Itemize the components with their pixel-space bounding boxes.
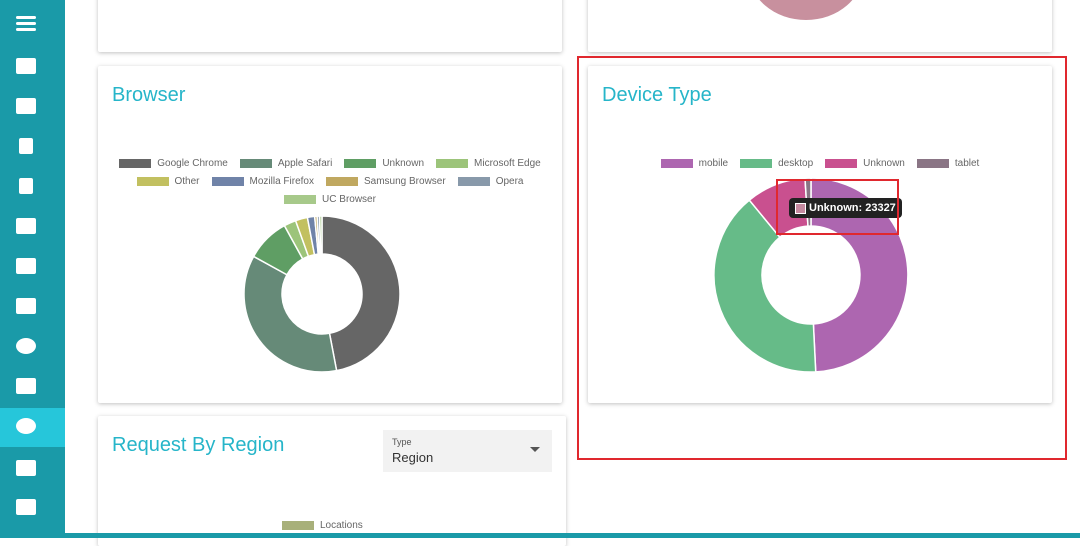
legend-item: Microsoft Edge: [436, 158, 541, 169]
drive-icon[interactable]: [16, 298, 36, 314]
legend-item: Other: [136, 176, 200, 187]
legend-swatch: [436, 159, 469, 168]
legend-item: Locations: [282, 520, 363, 531]
legend-label: UC Browser: [322, 194, 376, 205]
home-icon[interactable]: [16, 58, 36, 74]
flag-icon[interactable]: [16, 218, 36, 234]
legend: Google Chrome Apple Safari Unknown Microsof…: [108, 158, 552, 205]
legend-swatch: [825, 159, 858, 168]
legend-label: Unknown: [382, 158, 425, 169]
legend-item: Apple Safari: [239, 158, 333, 169]
legend-swatch: [740, 159, 773, 168]
legend-swatch: [660, 159, 693, 168]
donut-slice: [243, 255, 338, 373]
legend-swatch: [211, 177, 244, 186]
mail-icon[interactable]: [16, 460, 36, 476]
upload-icon[interactable]: [16, 499, 36, 515]
legend-label: Opera: [495, 176, 524, 187]
bottom-bar: [65, 533, 1080, 538]
legend-swatch: [457, 177, 490, 186]
legend-item: Unknown: [825, 158, 905, 169]
highlight-box: [776, 179, 899, 235]
legend-item: Google Chrome: [119, 158, 228, 169]
legend-swatch: [916, 159, 949, 168]
legend-swatch: [136, 177, 169, 186]
card-top-left: [98, 0, 562, 52]
legend-label: Locations: [320, 520, 363, 531]
legend-swatch: [284, 195, 317, 204]
browser-card: Browser Google Chrome Apple Safari Unknown…: [98, 66, 562, 403]
menu-icon[interactable]: [16, 16, 36, 19]
legend-label: tablet: [954, 158, 980, 169]
select-label: Type: [392, 437, 412, 447]
select-value: Region: [392, 450, 434, 465]
legend-item: Opera: [457, 176, 524, 187]
donut-slice: [318, 215, 323, 255]
donut-slice: [713, 199, 817, 373]
legend: mobile desktop Unknown tablet: [598, 158, 1042, 169]
legend-swatch: [282, 521, 314, 530]
gavel-icon[interactable]: [16, 258, 36, 274]
doc-icon[interactable]: [19, 178, 33, 194]
palette-icon[interactable]: [16, 418, 36, 434]
chart-icon[interactable]: [16, 98, 36, 114]
legend-item: Unknown: [344, 158, 424, 169]
tooltip-swatch: [795, 203, 806, 214]
legend-label: Apple Safari: [277, 158, 333, 169]
type-select[interactable]: Type Region: [383, 430, 552, 472]
legend-item: Mozilla Firefox: [211, 176, 314, 187]
donut-slice: [321, 215, 401, 372]
legend-label: Microsoft Edge: [474, 158, 541, 169]
legend-item: UC Browser: [284, 194, 376, 205]
legend-item: mobile: [660, 158, 729, 169]
donut-chart: [243, 215, 401, 373]
card-top-right: [588, 0, 1052, 52]
help-icon[interactable]: [16, 338, 36, 354]
sidebar: [0, 0, 65, 538]
building-icon[interactable]: [19, 138, 33, 154]
legend-label: desktop: [778, 158, 814, 169]
legend-item: Samsung Browser: [325, 176, 446, 187]
card-title: Browser: [112, 84, 186, 106]
legend-label: Samsung Browser: [363, 176, 446, 187]
region-card: Request By Region Type Region Locations: [98, 416, 566, 546]
partial-chart: [748, 0, 864, 20]
legend-item: desktop: [740, 158, 813, 169]
legend-swatch: [325, 177, 358, 186]
list-icon[interactable]: [16, 378, 36, 394]
card-title: Device Type: [602, 84, 712, 106]
legend-label: Mozilla Firefox: [249, 176, 314, 187]
legend-swatch: [119, 159, 152, 168]
tooltip: Unknown: 23327: [789, 198, 902, 218]
tooltip-text: Unknown: 23327: [809, 202, 896, 214]
card-title: Request By Region: [112, 434, 285, 456]
legend-label: mobile: [698, 158, 729, 169]
legend-label: Unknown: [863, 158, 905, 169]
legend-label: Other: [174, 176, 200, 187]
highlight-box: [577, 56, 1067, 460]
legend-swatch: [239, 159, 272, 168]
legend-swatch: [344, 159, 377, 168]
legend-label: Google Chrome: [157, 158, 228, 169]
legend-item: tablet: [916, 158, 980, 169]
dropdown-arrow: [530, 447, 540, 457]
